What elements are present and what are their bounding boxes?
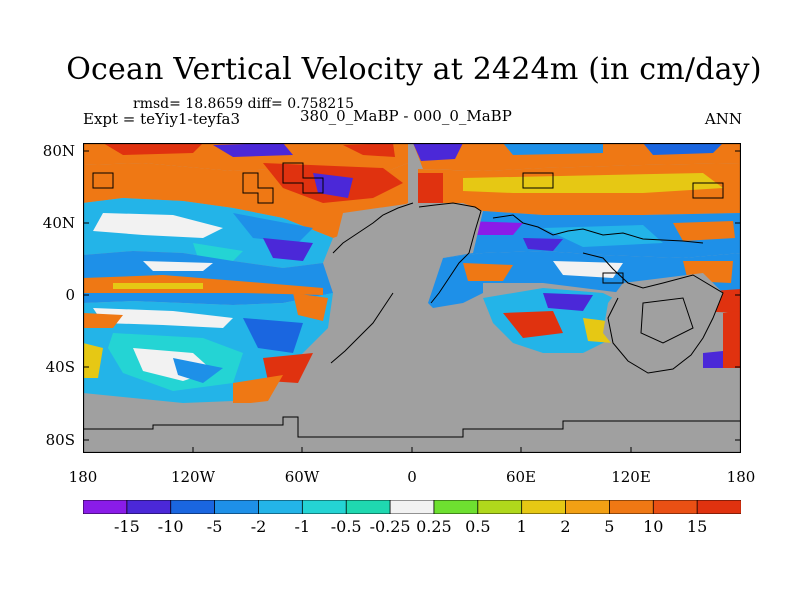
colorbar-swatch xyxy=(696,500,741,514)
colorbar-swatch xyxy=(521,500,567,514)
colorbar-tick-label: -0.5 xyxy=(330,517,362,536)
colorbar-swatch xyxy=(214,500,260,514)
x-tick-label: 60W xyxy=(284,468,320,486)
colorbar-tick-label: -5 xyxy=(206,517,223,536)
y-tick-label: 40S xyxy=(45,358,75,376)
season-label: ANN xyxy=(704,110,742,128)
colorbar-swatch xyxy=(301,500,347,514)
colorbar-tick-label: -10 xyxy=(157,517,184,536)
colorbar-tick-label: 10 xyxy=(643,517,664,536)
colorbar-swatch xyxy=(433,500,479,514)
colorbar-tick-label: 1 xyxy=(516,517,527,536)
colorbar-tick-label: -0.25 xyxy=(369,517,411,536)
colorbar-swatch xyxy=(609,500,654,514)
colorbar xyxy=(83,500,741,514)
colorbar-tick-label: 0.25 xyxy=(416,517,452,536)
plot-title: Ocean Vertical Velocity at 2424m (in cm/… xyxy=(66,52,762,87)
x-tick-label: 60E xyxy=(505,468,537,486)
x-tick-label: 120E xyxy=(611,468,651,486)
colorbar-tick-label: 2 xyxy=(560,517,571,536)
colorbar-swatch xyxy=(345,500,391,514)
x-tick-label: 180 xyxy=(726,468,756,486)
comparison-label: 380_0_MaBP - 000_0_MaBP xyxy=(300,107,512,125)
colorbar-swatch xyxy=(258,500,304,514)
y-tick-label: 40N xyxy=(42,214,75,232)
x-tick-label: 180 xyxy=(68,468,98,486)
colorbar-swatch xyxy=(83,500,128,514)
colorbar-swatch xyxy=(389,500,435,514)
colorbar-swatch xyxy=(126,500,172,514)
y-tick-label: 80N xyxy=(42,142,75,160)
y-tick-label: 80S xyxy=(45,431,75,449)
colorbar-tick-label: -15 xyxy=(114,517,140,536)
colorbar-swatch xyxy=(565,500,611,514)
colorbar-tick-label: 5 xyxy=(604,517,615,536)
colorbar-tick-label: 15 xyxy=(686,517,708,536)
y-tick-label: 0 xyxy=(65,286,75,304)
colorbar-swatch xyxy=(170,500,216,514)
colorbar-tick-label: -2 xyxy=(250,517,267,536)
experiment-label: Expt = teYiy1-teyfa3 xyxy=(83,110,240,128)
colorbar-tick-label: 0.5 xyxy=(465,517,491,536)
velocity-map xyxy=(83,143,741,453)
colorbar-swatch xyxy=(652,500,698,514)
x-tick-label: 0 xyxy=(407,468,417,486)
x-tick-label: 120W xyxy=(170,468,216,486)
colorbar-swatch xyxy=(477,500,523,514)
colorbar-tick-label: -1 xyxy=(294,517,311,536)
stats-line: rmsd= 18.8659 diff= 0.758215 xyxy=(133,96,355,112)
